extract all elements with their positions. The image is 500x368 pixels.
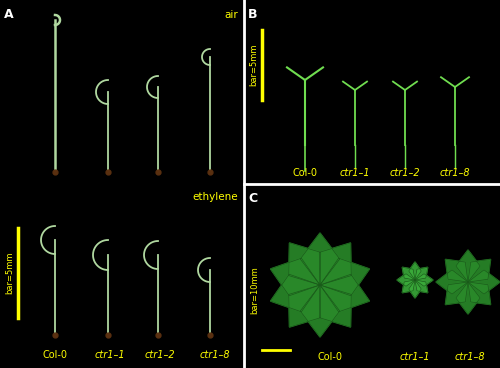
Polygon shape	[468, 270, 500, 294]
Polygon shape	[320, 243, 352, 285]
Polygon shape	[270, 274, 320, 312]
Text: Col-0: Col-0	[318, 352, 342, 362]
Polygon shape	[320, 274, 370, 312]
Polygon shape	[402, 280, 415, 293]
Text: ctr1–8: ctr1–8	[454, 352, 486, 362]
Text: air: air	[224, 10, 238, 20]
Text: B: B	[248, 8, 258, 21]
Polygon shape	[300, 285, 340, 337]
Polygon shape	[397, 274, 415, 286]
Text: ctr1–1: ctr1–1	[94, 350, 126, 360]
Polygon shape	[468, 259, 490, 282]
Polygon shape	[408, 280, 422, 298]
Polygon shape	[415, 280, 428, 293]
Text: ctr1–2: ctr1–2	[390, 168, 420, 178]
Polygon shape	[320, 285, 352, 327]
Text: ethylene: ethylene	[192, 192, 238, 202]
Text: ctr1–8: ctr1–8	[200, 350, 230, 360]
Polygon shape	[415, 274, 433, 286]
Polygon shape	[288, 285, 320, 327]
Polygon shape	[436, 270, 468, 294]
Polygon shape	[402, 267, 415, 280]
Polygon shape	[300, 233, 340, 285]
Text: Col-0: Col-0	[42, 350, 68, 360]
Text: ctr1–1: ctr1–1	[400, 352, 430, 362]
Text: bar=5mm: bar=5mm	[6, 252, 15, 294]
Polygon shape	[270, 258, 320, 296]
Polygon shape	[456, 250, 480, 282]
Polygon shape	[320, 258, 370, 296]
Polygon shape	[415, 267, 428, 280]
Polygon shape	[408, 262, 422, 280]
Polygon shape	[456, 282, 480, 314]
Polygon shape	[468, 282, 490, 305]
Text: Col-0: Col-0	[292, 168, 318, 178]
Text: ctr1–2: ctr1–2	[144, 350, 176, 360]
Text: A: A	[4, 8, 14, 21]
Polygon shape	[446, 259, 468, 282]
Polygon shape	[446, 282, 468, 305]
Text: ctr1–1: ctr1–1	[340, 168, 370, 178]
Text: C: C	[248, 192, 257, 205]
Polygon shape	[288, 243, 320, 285]
Text: bar=5mm: bar=5mm	[250, 44, 258, 86]
Text: bar=10mm: bar=10mm	[250, 266, 260, 314]
Text: ctr1–8: ctr1–8	[440, 168, 470, 178]
